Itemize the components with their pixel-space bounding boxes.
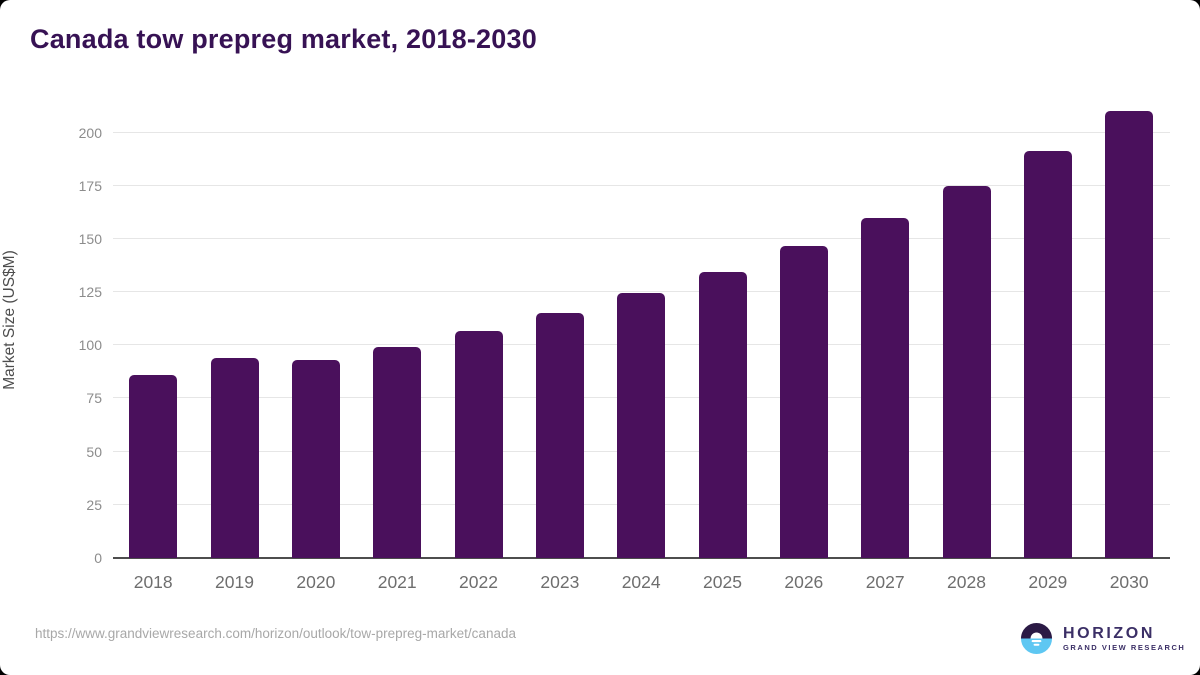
chart-title: Canada tow prepreg market, 2018-2030 xyxy=(30,24,537,54)
y-axis-title-text: Market Size (US$M) xyxy=(1,250,18,390)
y-tick-label-175: 175 xyxy=(78,177,102,194)
gridline-125 xyxy=(113,291,1170,293)
gridline-200 xyxy=(113,131,1170,133)
logo-wordmark: HORIZON xyxy=(1063,625,1155,642)
x-tick-label-2023: 2023 xyxy=(540,572,580,592)
bar-2026 xyxy=(779,246,828,558)
bar-2020 xyxy=(291,360,340,558)
source-url: https://www.grandviewresearch.com/horizo… xyxy=(35,626,516,641)
bar-2025 xyxy=(698,271,747,558)
x-tick-label-2027: 2027 xyxy=(865,572,905,592)
y-tick-label-0: 0 xyxy=(94,550,102,566)
bar-2029 xyxy=(1023,150,1072,558)
x-tick-label-2030: 2030 xyxy=(1109,572,1149,592)
gridline-150 xyxy=(113,237,1170,239)
bar-2030 xyxy=(1105,111,1154,558)
x-tick-label-2018: 2018 xyxy=(133,572,173,592)
bar-2027 xyxy=(861,217,910,558)
x-tick-label-2029: 2029 xyxy=(1028,572,1068,592)
y-tick-label-75: 75 xyxy=(86,390,102,407)
bar-2024 xyxy=(617,293,666,558)
x-tick-label-2020: 2020 xyxy=(296,572,336,592)
bar-2028 xyxy=(942,185,991,558)
x-tick-label-2022: 2022 xyxy=(459,572,498,592)
bar-chart-plot-area: 0 25 50 75 100 125 150 175 200 2018 2019 2020 2021 20… xyxy=(79,105,1170,592)
x-axis-line xyxy=(113,557,1170,559)
x-tick-label-2025: 2025 xyxy=(703,572,742,592)
horizon-logo: HORIZON GRAND VIEW RESEARCH xyxy=(1020,622,1185,655)
horizon-logo-text: HORIZON GRAND VIEW RESEARCH xyxy=(1063,625,1185,652)
bar-2019 xyxy=(210,358,259,558)
horizon-logo-icon xyxy=(1020,622,1053,655)
y-tick-label-125: 125 xyxy=(78,284,102,301)
gridline-175 xyxy=(113,184,1170,186)
x-tick-label-2026: 2026 xyxy=(784,572,824,592)
logo-tagline: GRAND VIEW RESEARCH xyxy=(1063,643,1186,652)
bar-2022 xyxy=(454,331,503,558)
bar-2018 xyxy=(129,375,178,558)
bar-2021 xyxy=(373,347,422,558)
y-tick-label-25: 25 xyxy=(86,496,102,513)
x-tick-label-2019: 2019 xyxy=(215,572,254,592)
y-tick-label-50: 50 xyxy=(86,443,102,460)
x-tick-label-2028: 2028 xyxy=(947,572,986,592)
y-tick-label-200: 200 xyxy=(78,124,102,141)
x-tick-label-2024: 2024 xyxy=(621,572,661,592)
y-tick-label-100: 100 xyxy=(78,337,102,354)
y-tick-label-150: 150 xyxy=(78,230,102,247)
x-tick-label-2021: 2021 xyxy=(377,572,417,592)
bar-2023 xyxy=(535,313,584,558)
